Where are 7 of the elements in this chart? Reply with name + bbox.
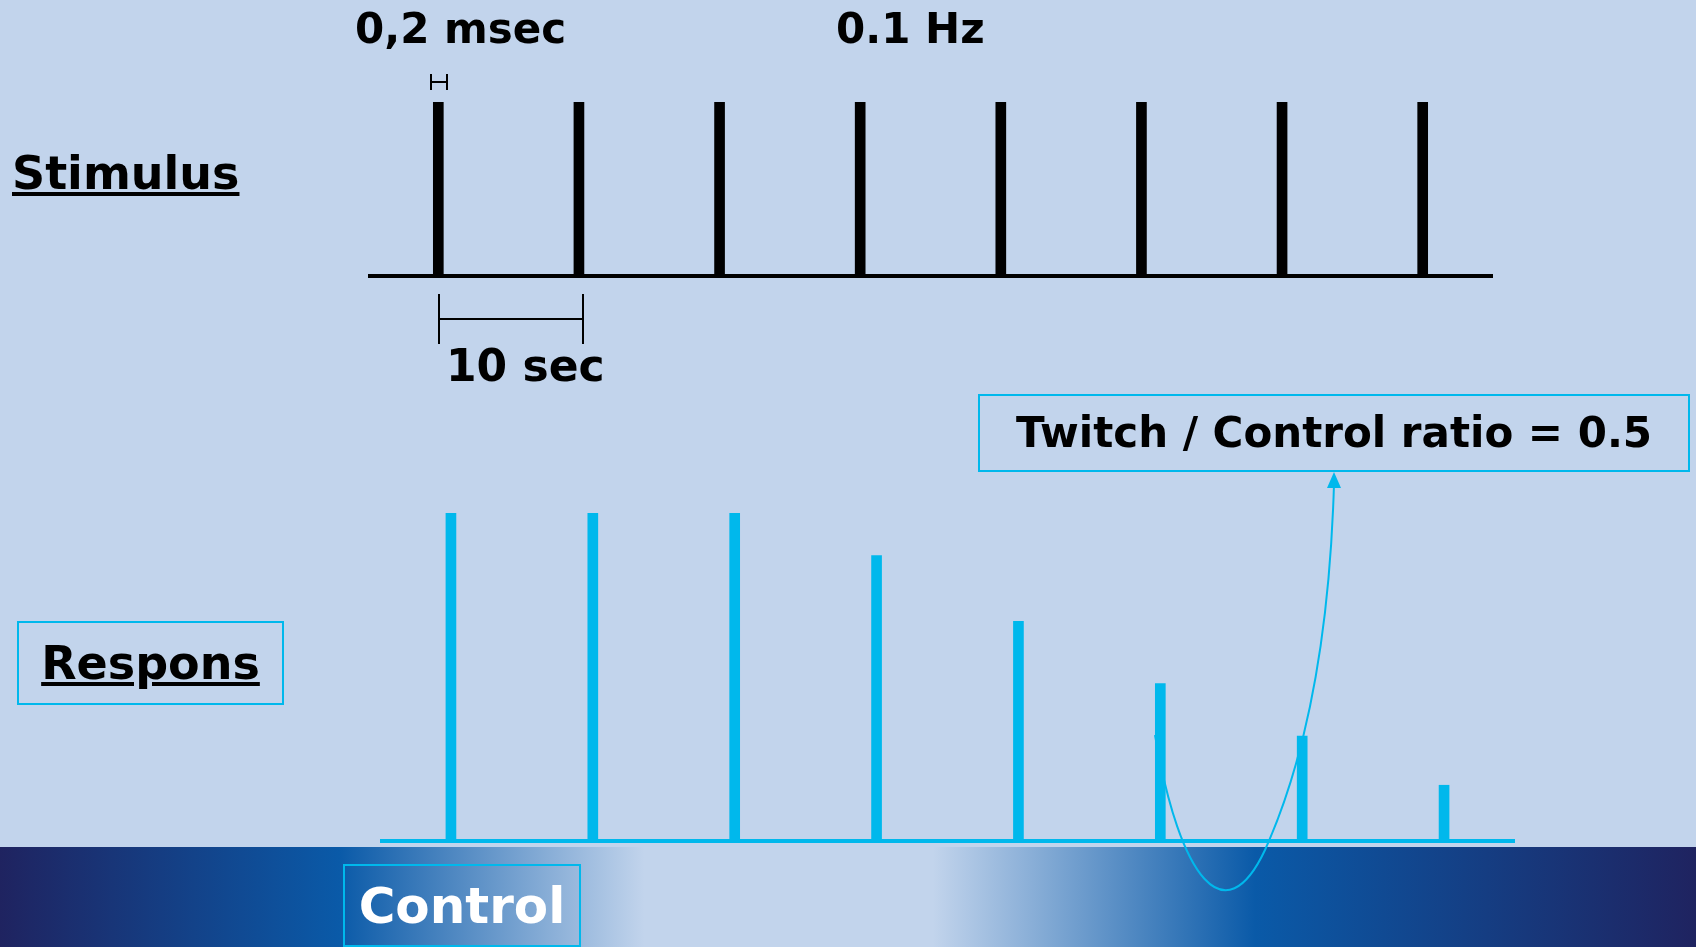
text: Respons <box>41 636 260 690</box>
text: 10 sec <box>446 340 605 391</box>
text: 0.1 Hz <box>836 4 985 53</box>
text: Control <box>358 876 566 935</box>
text: 0,2 msec <box>355 4 567 53</box>
text: Stimulus <box>12 146 240 200</box>
text: Twitch / Control ratio = 0.5 <box>1015 408 1653 457</box>
